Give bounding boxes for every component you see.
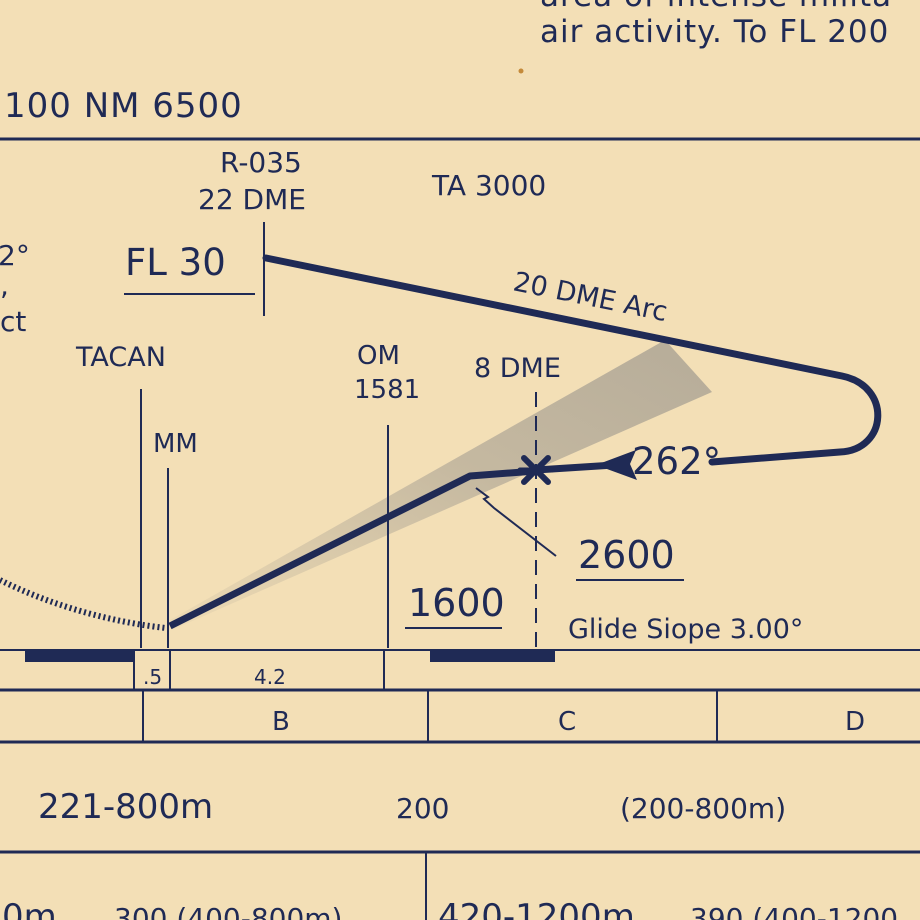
tacan-label: TACAN (75, 342, 166, 373)
header-line1: area of intense milita (540, 0, 892, 14)
faf-cross-icon (517, 455, 555, 485)
om-crossing-alt: 1600 (408, 581, 505, 625)
leader-line (475, 487, 557, 557)
category-d: D (845, 707, 865, 737)
glide-path (168, 467, 537, 630)
runway-bar-left (25, 650, 133, 662)
dme22-label: 22 DME (198, 183, 306, 216)
minima-1-a: 221-800m (38, 787, 213, 827)
minima-2-d: 390 (400-1200 (690, 902, 898, 920)
msa-text: 100 NM 6500 (4, 86, 243, 126)
course-arrow-icon (596, 450, 637, 480)
ta-label: TA 3000 (431, 169, 546, 202)
om-label: OM (357, 341, 400, 371)
dme-arc-path (262, 254, 882, 466)
category-c: C (558, 707, 576, 737)
minima-1-b: 200 (396, 792, 449, 825)
om-altitude: 1581 (354, 375, 420, 405)
minima-2-c: 420-1200m (438, 897, 635, 920)
arc-label: 20 DME Arc (511, 266, 671, 328)
distance-mm: .5 (143, 665, 162, 689)
fix-altitude: 2600 (578, 533, 675, 577)
radial-label: R-035 (220, 146, 302, 179)
category-b: B (272, 707, 290, 737)
course-label: 262° (632, 440, 721, 483)
minima-2-a: 0m (2, 897, 57, 920)
dme8-label: 8 DME (474, 353, 561, 384)
mm-label: MM (153, 429, 198, 459)
distance-om: 4.2 (254, 665, 286, 689)
header-line2: air activity. To FL 200 (540, 14, 889, 50)
left-fragment-1: 2° (0, 239, 30, 272)
minima-1-c: (200-800m) (620, 792, 786, 825)
left-fragment-3: ct (0, 305, 26, 338)
paper-stain (518, 68, 524, 74)
left-fragment-2: , (0, 269, 9, 302)
runway-bar-right (430, 650, 555, 662)
circling-dots (0, 577, 167, 631)
minima-2-b: 300 (400-800m) (114, 902, 342, 920)
fl-label: FL 30 (125, 241, 226, 284)
glide-slope-label: Glide Siope 3.00° (568, 614, 803, 645)
